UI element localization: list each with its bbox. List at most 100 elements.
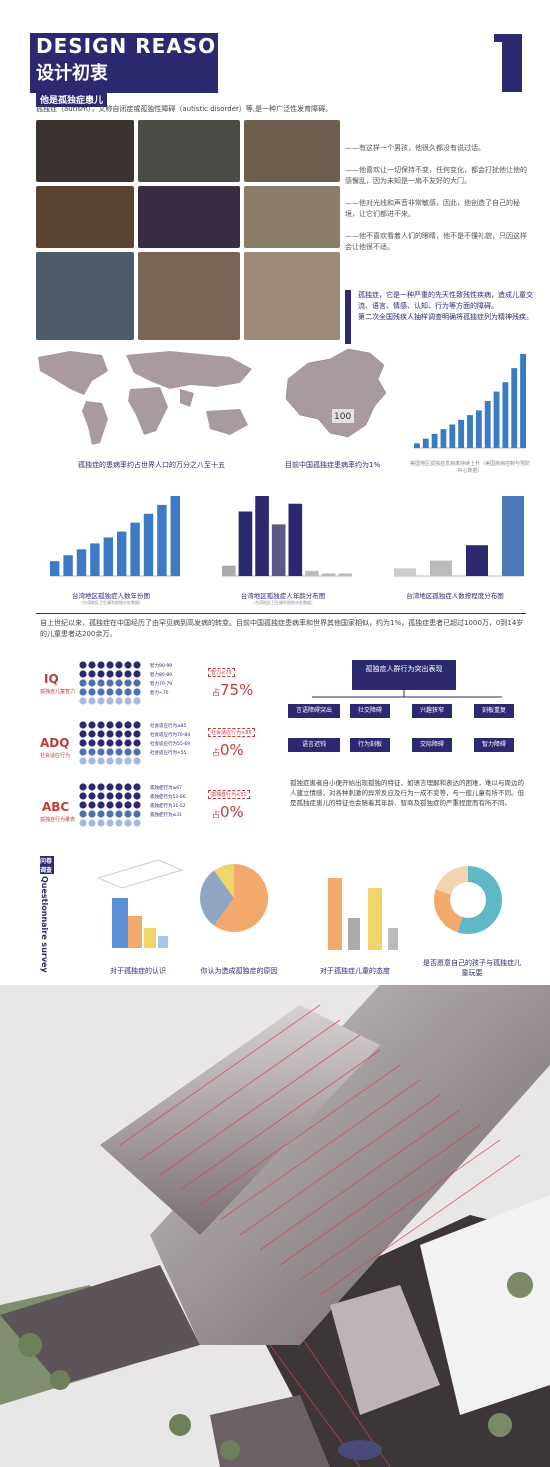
iq-legend-0: 智力90-99	[150, 664, 173, 669]
trend-bars-bar	[414, 443, 420, 448]
dot	[124, 801, 132, 809]
survey-caption-4: 是否愿意自己的孩子与孤独症儿童玩耍	[423, 959, 521, 977]
adq-name: 社会适应行为	[40, 753, 71, 759]
dot	[106, 670, 114, 678]
dot	[88, 688, 96, 696]
dot	[133, 792, 141, 800]
dot	[124, 688, 132, 696]
dot	[124, 721, 132, 729]
photo-boy-portrait	[244, 252, 340, 340]
china-map-label: 100	[334, 412, 352, 422]
dot	[97, 801, 105, 809]
dot	[133, 661, 141, 669]
age-bars-bar	[238, 511, 253, 576]
dot	[133, 679, 141, 687]
iq-legend-2: 智力70-79	[150, 682, 173, 687]
dot	[97, 739, 105, 747]
adq-legend-1: 社会适应行为70-84	[150, 733, 191, 738]
dot	[79, 688, 87, 696]
dot	[115, 757, 123, 765]
dot	[79, 783, 87, 791]
section-number-graphic	[502, 34, 522, 92]
dot	[133, 688, 141, 696]
dot	[88, 801, 96, 809]
dot	[97, 661, 105, 669]
dot	[106, 810, 114, 818]
photo-kneeling	[36, 186, 134, 248]
adq-pct: 占0%	[212, 740, 244, 759]
trend-bars-bar	[511, 368, 518, 448]
dot	[124, 730, 132, 738]
dot	[97, 679, 105, 687]
abc-name: 孤独症行为量表	[40, 817, 76, 823]
dot	[79, 730, 87, 738]
trend-bars-bar	[502, 382, 509, 448]
degree-chart-caption: 台湾地区孤独症人数按程度分布图	[406, 592, 504, 600]
year-bars-bar	[76, 549, 87, 576]
trend-chart-caption: 美国地区孤独症发病率持续上升（美国疾病控制与预防中心数据）	[410, 461, 531, 474]
dot	[106, 783, 114, 791]
survey-chart-1	[96, 859, 184, 948]
abc-legend: 孤独症行为≥67 孤独症行为53-66 孤独症行为31-52 孤独症行为≤31	[150, 784, 186, 820]
year-bars-bar	[143, 513, 154, 576]
dot	[97, 810, 105, 818]
dot	[106, 819, 114, 827]
dot	[115, 661, 123, 669]
dot	[106, 792, 114, 800]
dot	[106, 679, 114, 687]
dot	[97, 819, 105, 827]
intro-text: 孤独症（autism），又称自闭症或孤独性障碍（autistic disorde…	[36, 105, 333, 113]
survey-chart-3	[328, 878, 398, 950]
quote-2: ——他喜欢让一切保持不变，任何变化，都会打扰他让他的感懈乱，因为未知是一扇不友好…	[345, 166, 527, 185]
paragraph-1: 自上世纪以来，孤独症在中国经历了由罕见病到高发病的转变。目前中国孤独症患病率和世…	[40, 619, 524, 638]
year-bars-bar	[50, 561, 60, 576]
abc-legend-0: 孤独症行为≥67	[150, 786, 182, 791]
iq-legend-1: 智力80-89	[150, 673, 173, 678]
year-bars-bar	[117, 531, 127, 576]
behavior-2-2: 行为刻板	[350, 738, 390, 752]
iq-name: 孤独症儿童智力	[40, 689, 76, 695]
dot	[79, 819, 87, 827]
dot	[115, 679, 123, 687]
dot	[79, 661, 87, 669]
dot	[97, 792, 105, 800]
dot	[133, 783, 141, 791]
behavior-2-3: 交际障碍	[412, 738, 452, 752]
dot	[88, 730, 96, 738]
dot	[106, 730, 114, 738]
survey-caption-2: 你认为造成孤独症的原因	[200, 967, 278, 975]
survey-caption-1: 对于孤独症的认识	[110, 967, 166, 975]
china-map-caption: 目前中国孤独症患病率约为1%	[285, 461, 381, 469]
dot	[79, 739, 87, 747]
trend-bars-bar	[449, 424, 456, 448]
dot	[88, 721, 96, 729]
header-block	[30, 33, 218, 93]
section-number-serif	[494, 34, 510, 42]
dot	[133, 721, 141, 729]
pie1-slice	[200, 870, 234, 926]
dot	[97, 730, 105, 738]
adq-legend-2: 社会适应行为55-69	[150, 742, 191, 747]
dot	[124, 739, 132, 747]
dot	[79, 679, 87, 687]
dot	[124, 670, 132, 678]
pie1-slice	[214, 864, 268, 932]
behavior-root: 孤独症人群行为突出表现	[352, 660, 456, 690]
dot	[97, 748, 105, 756]
iq-code: IQ	[44, 672, 59, 686]
dot	[115, 792, 123, 800]
architecture-render	[0, 985, 550, 1467]
dot	[115, 748, 123, 756]
dot	[133, 748, 141, 756]
trend-bars-bar	[422, 438, 429, 448]
pie1-slice	[214, 864, 234, 898]
page-title: DESIGN REASON	[36, 34, 234, 58]
photo-boy-lying	[36, 120, 134, 182]
adq-box: 社会适应行为≥85	[208, 728, 255, 737]
dot	[115, 810, 123, 818]
behavior-1-1: 言语障碍突出	[288, 704, 340, 718]
dot	[115, 739, 123, 747]
age-bars-bar	[288, 503, 303, 576]
adq-pct-value: 0%	[220, 741, 244, 759]
dot	[115, 721, 123, 729]
